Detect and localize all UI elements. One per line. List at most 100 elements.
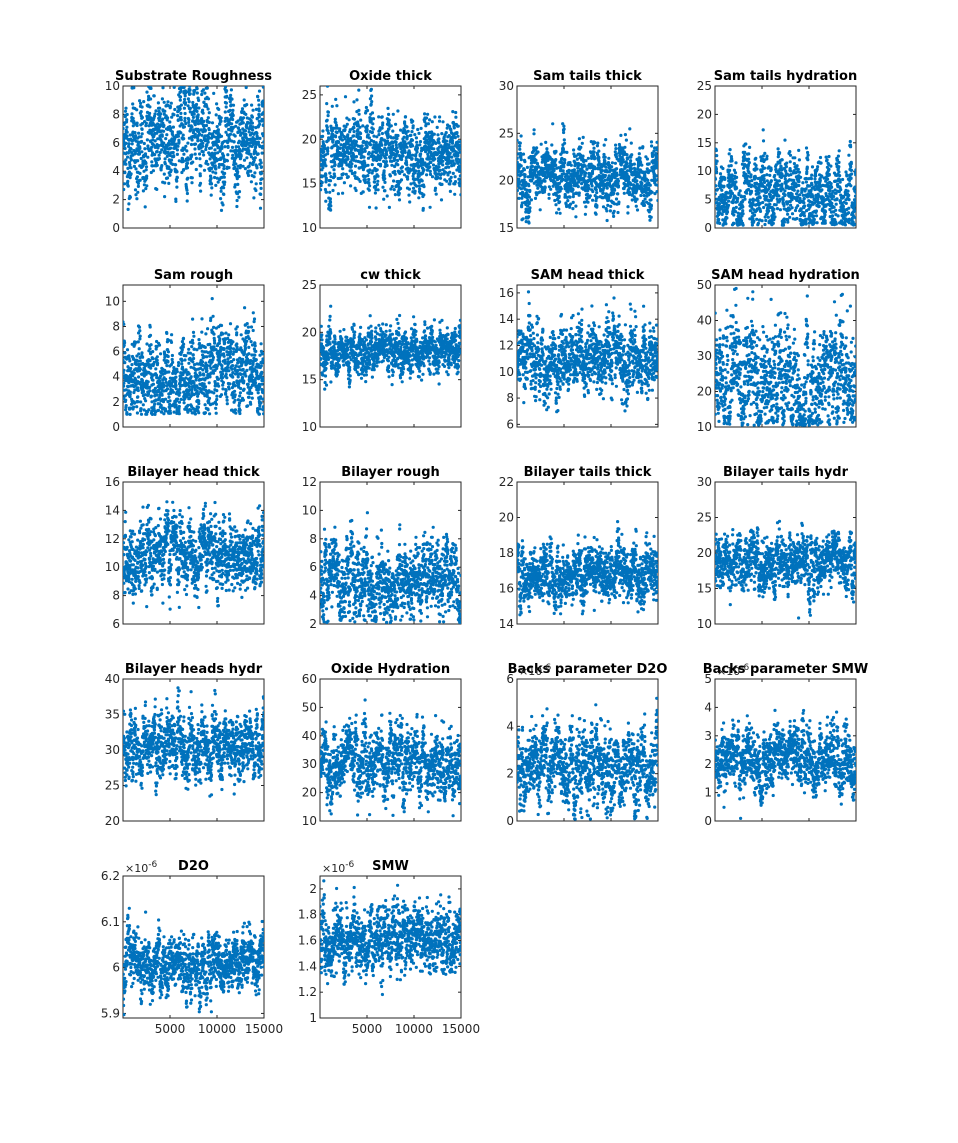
data-point [250,103,254,107]
data-point [326,149,330,153]
data-point [329,175,333,179]
data-point [229,103,233,107]
data-point [259,181,263,185]
data-point [563,158,567,162]
data-point [202,100,206,104]
data-point [335,130,339,135]
data-point [527,184,531,188]
data-point [528,209,532,213]
data-point [196,136,200,140]
data-point [772,212,776,216]
data-point [230,122,234,126]
data-point [394,140,398,144]
data-point [645,157,650,161]
data-point [625,153,629,157]
data-point [642,203,647,207]
data-point [558,211,562,215]
data-point [136,142,140,146]
data-point [341,191,345,195]
data-point [776,187,780,192]
data-point [739,219,744,223]
data-point [731,180,735,184]
data-point [734,161,738,165]
data-point [174,197,178,201]
data-point [252,158,256,162]
data-point [781,198,785,202]
data-point [519,134,523,138]
data-point [438,168,442,172]
data-point [780,182,784,186]
data-point [543,186,547,190]
data-point [231,103,236,107]
data-point [365,124,369,128]
data-point [546,151,550,155]
data-point [389,187,393,191]
data-point [212,154,216,158]
data-point [190,138,194,142]
data-point [233,134,237,138]
data-point [428,165,432,169]
data-point [237,145,241,149]
data-point [810,183,814,187]
data-point [193,88,197,93]
data-point [760,169,764,174]
data-point [724,222,728,226]
data-point [221,203,225,207]
data-point [213,151,217,156]
data-point [547,192,551,196]
data-point [812,214,816,218]
data-point [655,154,658,158]
data-point [207,132,212,136]
data-point [562,127,566,131]
data-point [253,171,257,175]
data-point [371,117,376,121]
data-point [152,94,156,98]
data-point [228,132,233,136]
data-point [129,166,133,170]
data-point [450,155,454,159]
data-point [765,157,769,161]
data-point [123,171,127,175]
data-point [262,119,264,123]
data-point [358,136,363,141]
data-point [234,124,238,128]
data-point [616,184,621,188]
data-point [396,109,400,113]
data-point [144,165,149,169]
data-point [745,191,749,195]
data-point [566,190,570,194]
data-point [537,165,541,169]
data-point [222,167,226,171]
data-point [124,141,128,145]
data-point [135,108,139,112]
data-point [341,148,346,152]
data-point [245,103,249,107]
data-point [334,121,338,125]
data-point [756,221,761,225]
data-point [746,174,750,178]
data-point [656,177,658,181]
data-point [798,196,802,201]
data-point [332,172,336,176]
data-point [361,150,365,154]
data-point [763,222,767,227]
data-point [588,194,592,198]
data-point [209,146,213,150]
data-point [396,134,400,138]
data-point [571,195,575,199]
data-point [148,111,152,115]
data-point [378,150,382,154]
data-point [449,179,453,183]
data-point [174,163,178,167]
data-point [229,88,233,92]
data-point [625,157,630,161]
data-point [648,169,652,173]
data-point [458,164,461,168]
data-point [619,150,624,154]
y-tick-label: 20 [302,132,317,146]
data-point [741,223,745,227]
data-point [168,173,172,177]
data-point [782,217,786,221]
data-point [613,188,617,192]
data-point [140,105,144,109]
